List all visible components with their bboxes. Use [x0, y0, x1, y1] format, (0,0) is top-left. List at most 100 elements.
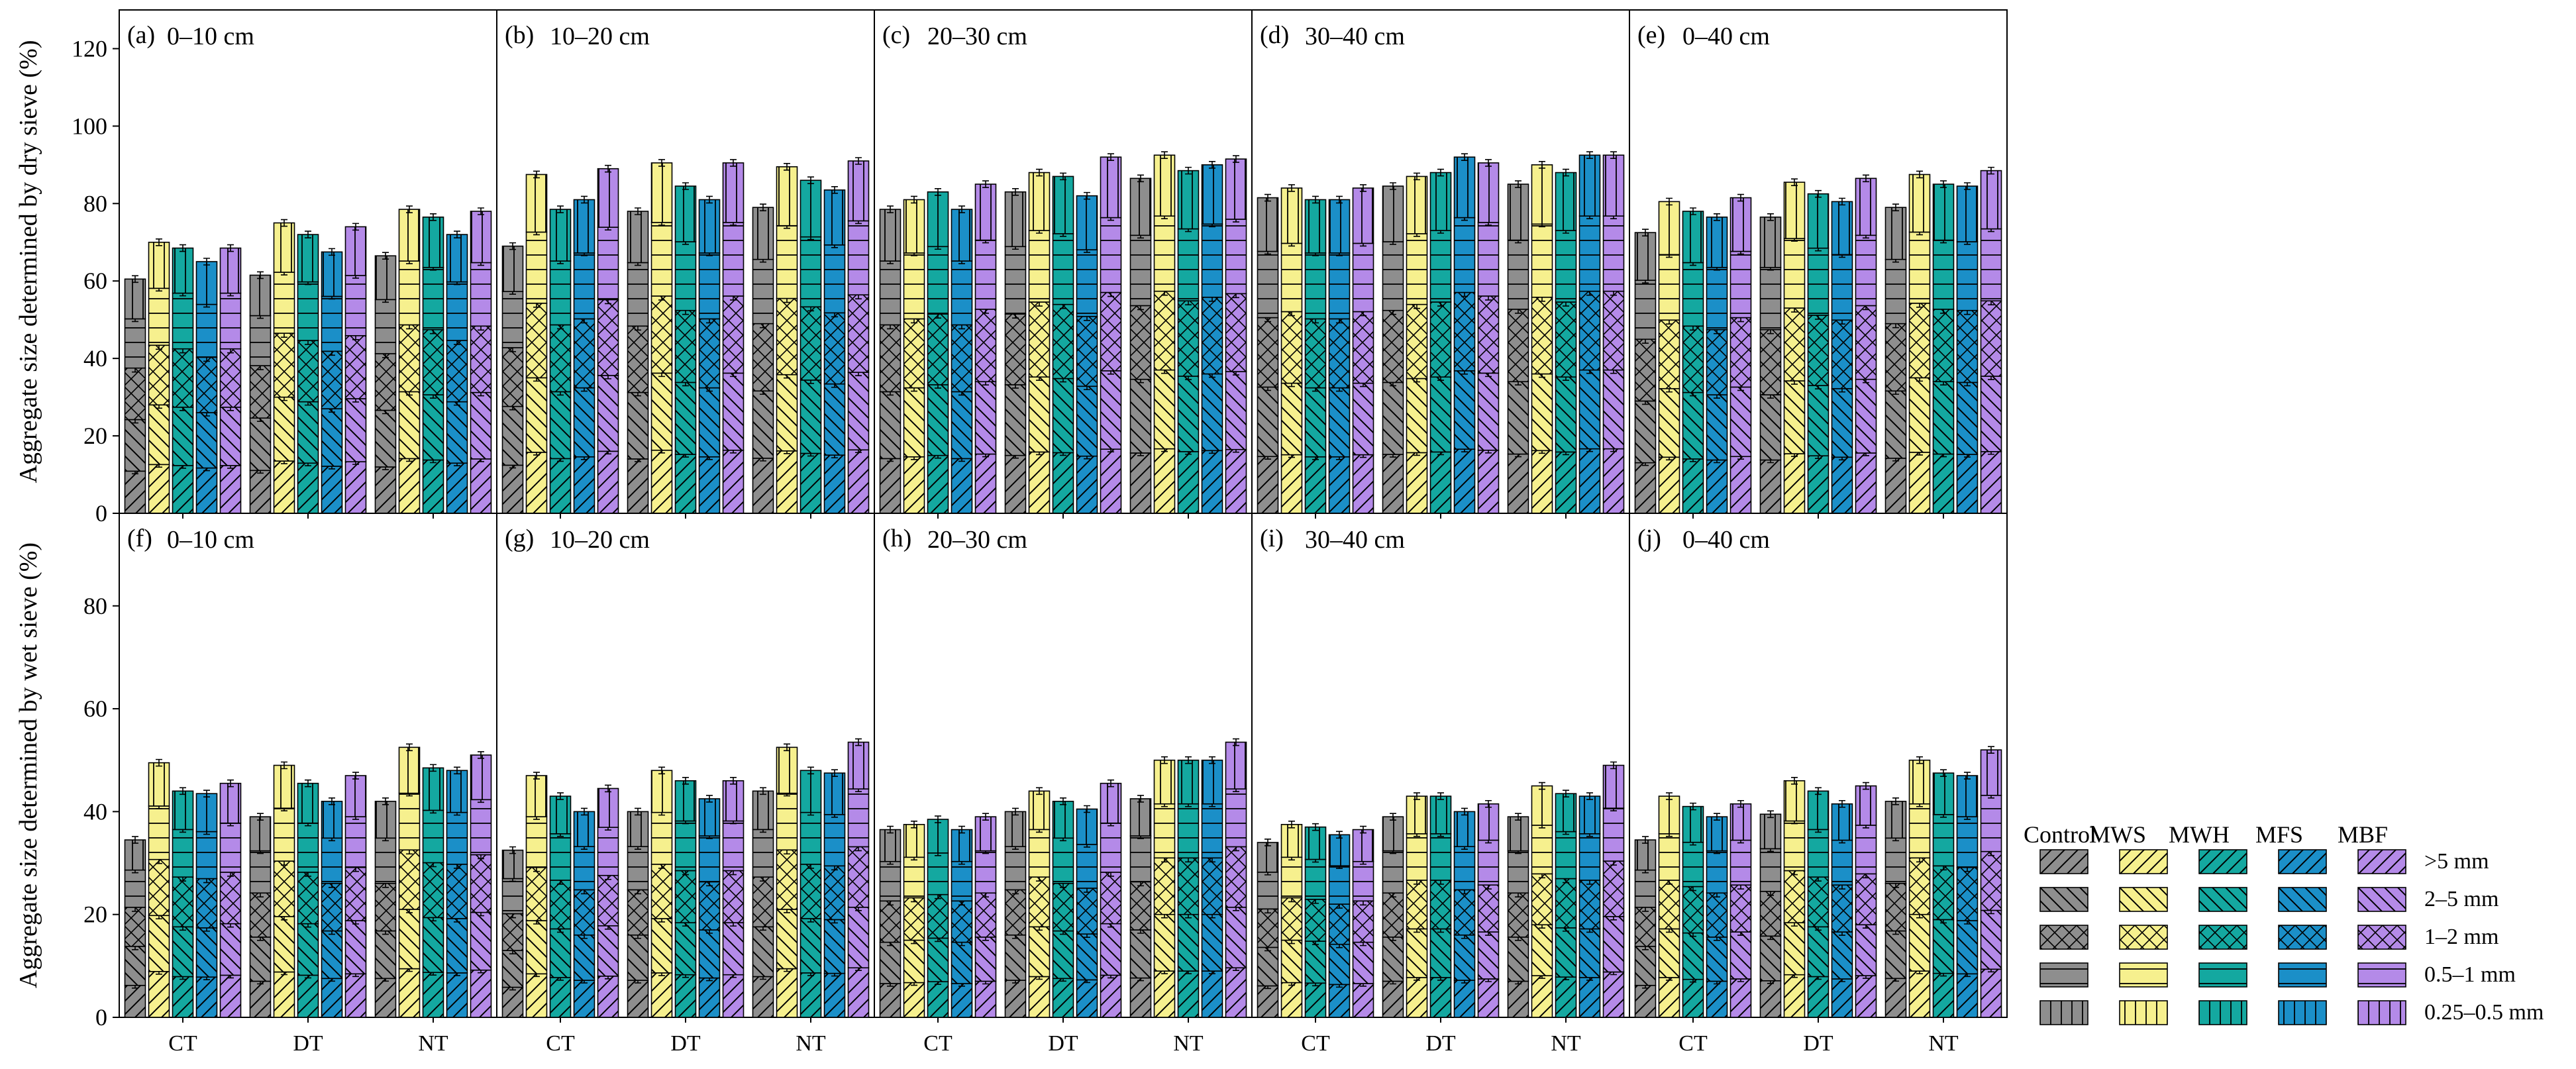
bar-segment-hatch — [1760, 936, 1781, 981]
bar-segment-hatch — [297, 340, 319, 402]
bar-segment-hatch — [220, 975, 241, 1017]
bar-segment-hatch — [1981, 451, 2002, 513]
error-bar — [1485, 159, 1492, 167]
bar-segment-hatch — [880, 391, 901, 459]
bar-segment-hatch — [550, 929, 571, 978]
bar-segment-hatch — [1635, 840, 1656, 870]
panel-label: (c) — [882, 21, 910, 49]
bar-segment-hatch — [470, 754, 491, 800]
bar-segment-hatch — [1682, 392, 1704, 459]
bar-segment-hatch — [1981, 795, 2002, 852]
bar-segment-hatch — [1659, 929, 1680, 978]
bar-segment-hatch — [574, 199, 595, 253]
bar-segment-hatch — [375, 299, 396, 354]
bar-segment-hatch — [1831, 932, 1853, 979]
bar-segment-hatch — [1430, 929, 1451, 978]
bar-segment-hatch — [927, 314, 949, 385]
bar-segment-hatch — [848, 789, 869, 847]
bar-segment-hatch — [1603, 370, 1624, 449]
bar-segment-hatch — [1682, 326, 1704, 393]
bar-segment-hatch — [321, 931, 342, 979]
bar-segment-hatch — [1981, 170, 2002, 229]
bar-segment-hatch — [824, 244, 845, 313]
bar-segment-hatch — [1382, 310, 1404, 383]
bar-segment-hatch — [1029, 452, 1050, 513]
bar-segment-hatch — [627, 392, 648, 459]
bar-segment-hatch — [1831, 388, 1853, 458]
error-bar — [1791, 178, 1798, 186]
bar-segment-hatch — [1706, 981, 1727, 1017]
bar-segment-hatch — [1353, 829, 1374, 862]
bar-segment-hatch — [903, 857, 925, 898]
bar-segment-hatch — [1225, 742, 1247, 789]
bar-segment-hatch — [550, 833, 571, 880]
bar-segment-hatch — [172, 927, 193, 977]
bar-segment-hatch — [1682, 886, 1704, 933]
error-bar — [982, 813, 989, 821]
bar-segment-hatch — [1478, 295, 1499, 374]
bar-segment-hatch — [651, 770, 672, 813]
error-bar — [329, 248, 335, 256]
bar-segment-hatch — [1682, 458, 1704, 513]
bar-segment-hatch — [321, 978, 342, 1017]
bar-segment-hatch — [880, 861, 901, 901]
bar-segment-hatch — [1885, 931, 1906, 979]
error-bar — [180, 244, 186, 252]
bar-segment-hatch — [526, 232, 547, 303]
error-bar — [760, 203, 766, 211]
bar-segment-hatch — [250, 366, 271, 419]
bar-segment-hatch — [880, 458, 901, 513]
y-tick-label: 20 — [83, 901, 107, 928]
bar-segment-hatch — [375, 838, 396, 884]
bar-segment-hatch — [1257, 842, 1278, 872]
bar-segment-hatch — [597, 827, 619, 876]
bar-segment-hatch — [446, 918, 468, 973]
error-bar — [807, 176, 814, 185]
error-bar — [1964, 182, 1971, 190]
bar-segment-hatch — [1257, 947, 1278, 986]
bar-segment-hatch — [1659, 880, 1680, 929]
bar-segment-hatch — [423, 217, 444, 268]
bar-segment-hatch — [951, 983, 972, 1017]
bar-segment-hatch — [321, 252, 342, 297]
bar-segment-hatch — [574, 846, 595, 890]
bar-segment-hatch — [574, 456, 595, 513]
x-tick-label: DT — [293, 1031, 323, 1056]
bar-segment-hatch — [1029, 230, 1050, 303]
bar-segment-hatch — [699, 929, 720, 978]
bar-segment-hatch — [1531, 786, 1553, 825]
bar-segment-hatch — [597, 299, 619, 376]
bar-segment-hatch — [1909, 760, 1930, 804]
x-tick-label: NT — [418, 1031, 448, 1056]
y-axis-label: Aggregate size determined by wet sieve (… — [15, 542, 42, 988]
bar-segment-hatch — [1430, 172, 1451, 230]
x-tick-label: DT — [1803, 1031, 1833, 1056]
bar-segment-hatch — [1005, 455, 1026, 513]
bar-segment-hatch — [1329, 456, 1350, 513]
bar-segment-hatch — [903, 824, 925, 858]
error-bar — [430, 764, 437, 772]
bar-segment-hatch — [502, 406, 523, 466]
error-bar — [935, 187, 941, 196]
error-bar — [1336, 831, 1343, 839]
bar-segment-hatch — [125, 985, 146, 1017]
bar-segment-hatch — [1784, 780, 1805, 821]
x-tick-label: DT — [670, 1031, 701, 1056]
bar-segment-hatch — [423, 768, 444, 811]
bar-segment-hatch — [675, 186, 696, 242]
bar-segment-hatch — [776, 968, 798, 1017]
error-bar — [533, 772, 540, 780]
legend-swatch-hatch — [2040, 1001, 2088, 1025]
bar-segment-hatch — [975, 240, 996, 309]
bar-segment-hatch — [1808, 976, 1829, 1017]
panel-label: (f) — [127, 525, 152, 552]
bar-segment-hatch — [345, 462, 366, 513]
bar-segment-hatch — [1885, 207, 1906, 260]
bar-segment-hatch — [125, 419, 146, 472]
bar-segment-hatch — [1760, 329, 1781, 395]
x-tick-label: CT — [1301, 1031, 1330, 1056]
error-bar — [406, 743, 413, 752]
error-bar — [605, 784, 611, 793]
bar-segment-hatch — [526, 817, 547, 868]
